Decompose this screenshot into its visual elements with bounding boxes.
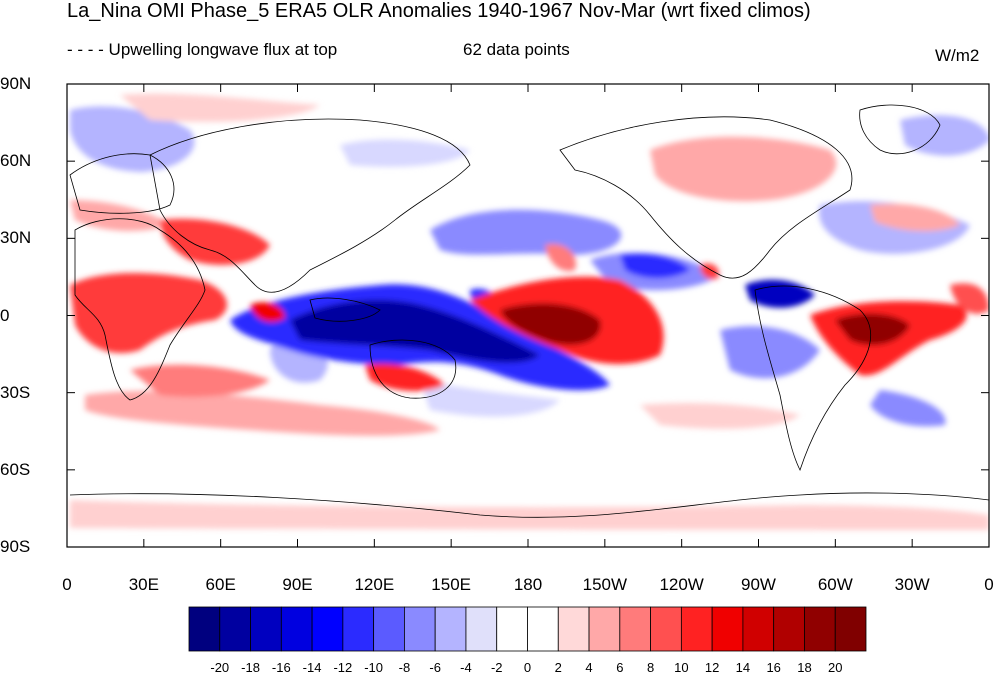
colorbar-box bbox=[404, 606, 436, 652]
colorbar-box bbox=[650, 606, 682, 652]
lon-label: 60E bbox=[205, 575, 236, 594]
africa-outline bbox=[74, 218, 206, 401]
lon-label: 150W bbox=[582, 575, 628, 594]
colorbar-label: -8 bbox=[398, 660, 411, 675]
lat-label: 30S bbox=[0, 382, 31, 402]
colorbar-box bbox=[773, 606, 805, 652]
lon-label: 180 bbox=[513, 575, 543, 594]
lat-label: 60S bbox=[0, 459, 31, 479]
colorbar-box bbox=[219, 606, 251, 652]
units-label: W/m2 bbox=[935, 46, 980, 65]
colorbar-label: -18 bbox=[241, 660, 260, 675]
colorbar-label: -10 bbox=[364, 660, 384, 675]
colorbar bbox=[188, 606, 867, 652]
colorbar-box bbox=[742, 606, 775, 652]
colorbar-label: 20 bbox=[827, 660, 843, 675]
colorbar-box bbox=[680, 606, 713, 652]
north-america-outline bbox=[559, 116, 853, 279]
colorbar-box bbox=[557, 606, 590, 652]
anomaly-field bbox=[67, 84, 989, 547]
variable-description: - - - - Upwelling longwave flux at top bbox=[67, 40, 338, 59]
lon-label: 30E bbox=[128, 575, 159, 594]
lon-label: 30W bbox=[894, 575, 930, 594]
lon-label: 0 bbox=[62, 575, 72, 594]
colorbar-box bbox=[588, 606, 621, 652]
colorbar-label: 2 bbox=[554, 660, 562, 675]
colorbar-label: 18 bbox=[797, 660, 812, 675]
lon-label: 150E bbox=[431, 575, 472, 594]
colorbar-box bbox=[250, 606, 282, 652]
greenland-outline bbox=[859, 104, 941, 155]
colorbar-box bbox=[619, 606, 651, 652]
colorbar-box bbox=[280, 606, 313, 652]
colorbar-box bbox=[804, 606, 836, 652]
colorbar-label: -14 bbox=[302, 660, 322, 675]
colorbar-label: -2 bbox=[490, 660, 503, 675]
lon-label: 60W bbox=[817, 575, 853, 594]
lat-label: 90N bbox=[0, 74, 32, 93]
data-point-count: 62 data points bbox=[463, 40, 570, 59]
colorbar-box bbox=[711, 606, 744, 652]
colorbar-box bbox=[373, 606, 405, 652]
south-america-outline bbox=[754, 285, 871, 472]
colorbar-box bbox=[465, 606, 498, 652]
colorbar-box bbox=[434, 606, 467, 652]
colorbar-box bbox=[342, 606, 375, 652]
colorbar-label: 8 bbox=[646, 660, 655, 675]
europe-outline bbox=[69, 153, 175, 214]
antarctica-outline bbox=[69, 492, 989, 518]
australia-outline bbox=[369, 339, 457, 399]
colorbar-box bbox=[188, 606, 221, 652]
lon-label: 90E bbox=[282, 575, 313, 594]
colorbar-label: -20 bbox=[210, 660, 230, 675]
colorbar-label: -16 bbox=[271, 660, 291, 675]
colorbar-box bbox=[496, 606, 528, 652]
lat-label: 30N bbox=[0, 228, 32, 248]
lon-label: 90W bbox=[741, 575, 776, 594]
lon-label: 120W bbox=[659, 575, 704, 594]
colorbar-label: 0 bbox=[523, 660, 532, 675]
colorbar-label: 16 bbox=[766, 660, 781, 675]
colorbar-box bbox=[527, 606, 559, 652]
colorbar-box bbox=[311, 606, 344, 652]
colorbar-label: -12 bbox=[333, 660, 353, 675]
colorbar-label: 12 bbox=[704, 660, 720, 675]
lon-label: 120E bbox=[354, 575, 395, 594]
lat-label: 90S bbox=[0, 537, 31, 556]
maritime-continent-outline bbox=[309, 297, 381, 322]
colorbar-label: 10 bbox=[674, 660, 689, 675]
axis-ticks bbox=[66, 83, 990, 548]
colorbar-label: -6 bbox=[429, 660, 441, 675]
lon-label: 0 bbox=[984, 575, 994, 594]
lat-label: 60N bbox=[0, 151, 32, 171]
colorbar-label: 6 bbox=[616, 660, 624, 675]
colorbar-label: 14 bbox=[735, 660, 751, 675]
lat-label: 0 bbox=[0, 305, 10, 325]
coastlines bbox=[69, 104, 989, 518]
colorbar-box bbox=[834, 606, 867, 652]
colorbar-label: -4 bbox=[460, 660, 472, 675]
colorbar-label: 4 bbox=[585, 660, 593, 675]
plot-title: La_Nina OMI Phase_5 ERA5 OLR Anomalies 1… bbox=[67, 0, 811, 22]
asia-outline bbox=[149, 118, 471, 293]
